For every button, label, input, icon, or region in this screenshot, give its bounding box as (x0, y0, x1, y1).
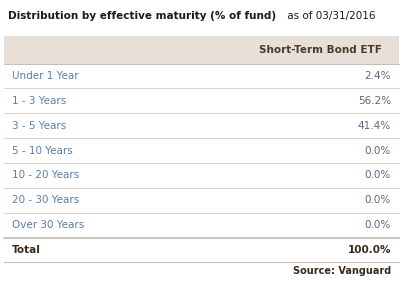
Text: 20 - 30 Years: 20 - 30 Years (12, 195, 79, 205)
Text: 0.0%: 0.0% (365, 145, 391, 156)
Text: 10 - 20 Years: 10 - 20 Years (12, 170, 79, 181)
Text: 0.0%: 0.0% (365, 220, 391, 230)
Text: Over 30 Years: Over 30 Years (12, 220, 84, 230)
Text: 0.0%: 0.0% (365, 170, 391, 181)
Text: 41.4%: 41.4% (358, 121, 391, 131)
Text: Distribution by effective maturity (% of fund): Distribution by effective maturity (% of… (8, 11, 276, 21)
Text: 2.4%: 2.4% (364, 71, 391, 81)
Text: as of 03/31/2016: as of 03/31/2016 (284, 11, 376, 21)
Text: Total: Total (12, 245, 41, 255)
Text: 3 - 5 Years: 3 - 5 Years (12, 121, 66, 131)
Text: 0.0%: 0.0% (365, 195, 391, 205)
Text: Under 1 Year: Under 1 Year (12, 71, 79, 81)
Text: 1 - 3 Years: 1 - 3 Years (12, 96, 66, 106)
Bar (4, 36, 399, 64)
Text: 56.2%: 56.2% (358, 96, 391, 106)
Text: 5 - 10 Years: 5 - 10 Years (12, 145, 73, 156)
Text: 100.0%: 100.0% (347, 245, 391, 255)
Text: Source: Vanguard: Source: Vanguard (293, 266, 391, 277)
Text: Short-Term Bond ETF: Short-Term Bond ETF (259, 45, 382, 55)
